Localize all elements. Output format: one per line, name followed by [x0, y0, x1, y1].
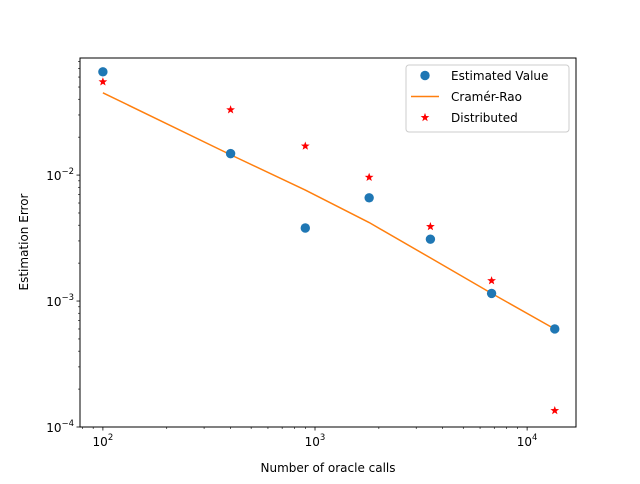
y-tick-label-base: 10: [46, 295, 61, 309]
x-tick-labels: 102 103 104: [93, 433, 538, 449]
legend-swatch-distributed: [420, 112, 430, 122]
x-tick-label-exponent: 3: [320, 433, 325, 443]
data-point-estimated-value: [225, 148, 236, 159]
x-tick-label: 104: [517, 433, 538, 449]
data-point-distributed: [487, 276, 496, 285]
y-tick-label-base: 10: [46, 169, 61, 183]
data-point-estimated-value: [300, 223, 310, 233]
data-point-estimated-value: [364, 193, 374, 203]
y-tick-label: 10−3: [46, 293, 74, 309]
data-point-distributed: [226, 105, 235, 114]
y-tick-label: 10−2: [46, 167, 74, 183]
data-point-distributed: [364, 172, 374, 182]
data-point-distributed: [550, 405, 560, 415]
y-tick-labels: 10−410−310−2: [46, 167, 74, 435]
data-point-estimated-value: [550, 324, 560, 334]
legend-label: Cramér-Rao: [451, 90, 522, 104]
legend-label: Distributed: [451, 111, 518, 125]
x-tick-label: 103: [305, 433, 326, 449]
legend: Estimated Value Cramér-Rao Distributed: [405, 64, 570, 133]
major-ticks: [76, 174, 528, 431]
x-tick-label-base: 10: [305, 435, 320, 449]
x-tick-label-exponent: 2: [108, 433, 113, 443]
y-tick-label-exponent: −2: [61, 167, 74, 177]
data-point-distributed: [98, 77, 108, 86]
x-axis-label: Number of oracle calls: [260, 461, 395, 475]
y-tick-label: 10−4: [46, 419, 74, 435]
y-tick-label-base: 10: [46, 421, 61, 435]
plot-series: [98, 67, 560, 415]
y-tick-label-exponent: −3: [61, 293, 74, 303]
x-tick-label-exponent: 4: [532, 433, 537, 443]
y-tick-label-exponent: −4: [61, 419, 74, 429]
y-axis-label: Estimation Error: [17, 193, 31, 290]
x-tick-label-base: 10: [517, 435, 532, 449]
x-tick-label-base: 10: [93, 435, 108, 449]
data-point-estimated-value: [486, 288, 497, 299]
data-point-distributed: [300, 141, 310, 150]
data-point-estimated-value: [425, 234, 436, 244]
legend-swatch-estimated-value: [420, 70, 430, 81]
legend-label: Estimated Value: [451, 69, 548, 83]
x-tick-label: 102: [93, 433, 114, 449]
data-point-estimated-value: [98, 67, 108, 77]
plot-frame: [79, 57, 577, 428]
legend-box: [405, 64, 570, 133]
data-point-distributed: [426, 221, 435, 231]
